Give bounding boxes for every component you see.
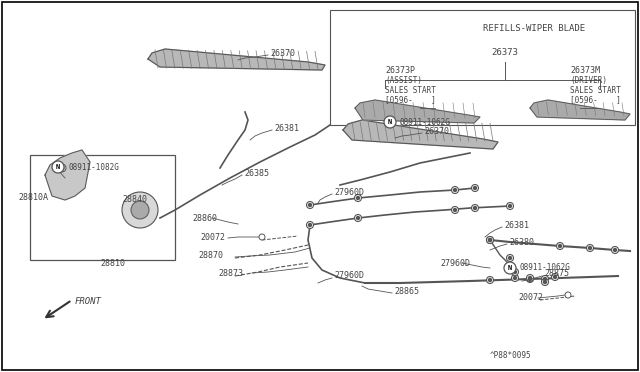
Circle shape [509, 257, 511, 260]
Circle shape [529, 278, 531, 280]
Circle shape [527, 275, 534, 282]
Circle shape [552, 273, 559, 280]
Circle shape [541, 276, 548, 282]
Circle shape [559, 244, 561, 247]
Circle shape [509, 205, 511, 208]
Circle shape [356, 196, 360, 199]
Circle shape [122, 192, 158, 228]
Text: 28873: 28873 [218, 269, 243, 278]
Text: 28810: 28810 [100, 260, 125, 269]
Circle shape [557, 243, 563, 250]
Circle shape [307, 221, 314, 228]
Circle shape [513, 270, 516, 273]
Circle shape [384, 116, 396, 128]
Text: 26373M: 26373M [570, 65, 600, 74]
Text: 26381: 26381 [274, 124, 299, 132]
Circle shape [511, 275, 518, 282]
Text: N: N [56, 164, 60, 170]
Circle shape [543, 280, 547, 283]
Text: FRONT: FRONT [75, 298, 102, 307]
Text: 27960D: 27960D [440, 259, 470, 267]
Circle shape [454, 189, 456, 192]
Circle shape [529, 276, 531, 279]
Text: 28865: 28865 [394, 286, 419, 295]
Bar [30, 155, 175, 260]
Text: 28860: 28860 [192, 214, 217, 222]
Text: 26380: 26380 [509, 237, 534, 247]
Circle shape [486, 237, 493, 244]
Text: 28875: 28875 [544, 269, 569, 279]
Circle shape [451, 186, 458, 193]
Text: 26370: 26370 [424, 126, 449, 135]
Text: 26373: 26373 [492, 48, 518, 57]
Text: N: N [508, 265, 512, 271]
Circle shape [52, 161, 64, 173]
Polygon shape [148, 49, 325, 70]
Circle shape [259, 234, 265, 240]
Polygon shape [530, 100, 630, 120]
Circle shape [472, 205, 479, 212]
Text: 28870: 28870 [198, 251, 223, 260]
Circle shape [474, 206, 477, 209]
Circle shape [614, 248, 616, 251]
Text: (DRIVER): (DRIVER) [570, 76, 607, 84]
Text: SALES START: SALES START [570, 86, 621, 94]
Circle shape [488, 238, 492, 241]
Text: ^P88*0095: ^P88*0095 [490, 350, 532, 359]
Polygon shape [343, 120, 498, 149]
Text: [0596-    ]: [0596- ] [570, 96, 621, 105]
Circle shape [543, 278, 547, 280]
Text: 26381: 26381 [504, 221, 529, 230]
Polygon shape [45, 150, 90, 200]
Circle shape [355, 215, 362, 221]
Circle shape [454, 208, 456, 212]
Circle shape [308, 224, 312, 227]
Text: 28840: 28840 [122, 195, 147, 203]
Text: REFILLS-WIPER BLADE: REFILLS-WIPER BLADE [483, 23, 585, 32]
Circle shape [565, 292, 571, 298]
Circle shape [472, 185, 479, 192]
Text: 20072: 20072 [200, 232, 225, 241]
Bar [330, 10, 635, 125]
Text: N: N [388, 119, 392, 125]
Text: 27960D: 27960D [334, 187, 364, 196]
Circle shape [474, 186, 477, 189]
Circle shape [131, 201, 149, 219]
Circle shape [451, 206, 458, 214]
Text: 26373P: 26373P [385, 65, 415, 74]
Circle shape [486, 276, 493, 283]
Circle shape [308, 203, 312, 206]
Circle shape [307, 202, 314, 208]
Circle shape [554, 276, 557, 279]
Circle shape [513, 276, 516, 279]
Text: (ASSIST): (ASSIST) [385, 76, 422, 84]
Circle shape [486, 237, 493, 244]
Text: 27960D: 27960D [334, 272, 364, 280]
Circle shape [506, 202, 513, 209]
Circle shape [356, 217, 360, 219]
Circle shape [504, 262, 516, 274]
Polygon shape [355, 100, 480, 123]
Circle shape [488, 279, 492, 282]
Text: 28810A: 28810A [18, 192, 48, 202]
Text: 26385: 26385 [244, 169, 269, 177]
Text: 08911-1082G: 08911-1082G [68, 163, 119, 171]
Text: 20072: 20072 [518, 294, 543, 302]
Circle shape [611, 247, 618, 253]
Circle shape [488, 238, 492, 241]
Text: 08911-1062G: 08911-1062G [400, 118, 451, 126]
Circle shape [586, 244, 593, 251]
Circle shape [541, 279, 548, 285]
Circle shape [355, 195, 362, 202]
Circle shape [511, 269, 518, 276]
Circle shape [58, 164, 66, 172]
Text: 26370: 26370 [270, 48, 295, 58]
Circle shape [589, 247, 591, 250]
Circle shape [506, 254, 513, 262]
Text: [0596-    ]: [0596- ] [385, 96, 436, 105]
Circle shape [527, 276, 534, 282]
Text: 08911-1062G: 08911-1062G [520, 263, 571, 273]
Text: SALES START: SALES START [385, 86, 436, 94]
Circle shape [60, 166, 64, 170]
